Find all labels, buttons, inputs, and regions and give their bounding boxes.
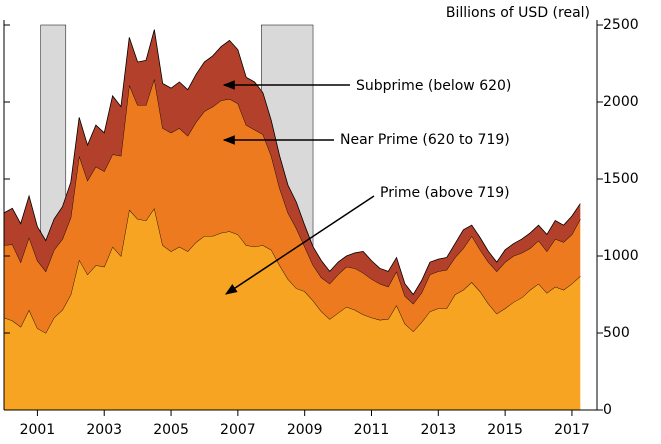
area [4, 29, 581, 304]
x-tick-label: 2013 [420, 422, 456, 438]
area [4, 78, 581, 334]
y-tick-label: 2500 [603, 17, 639, 33]
plot-area [3, 24, 581, 411]
annotation: Near Prime (620 to 719) [340, 132, 510, 148]
x-tick-label: 2005 [153, 422, 189, 438]
x-tick-label: 2017 [554, 422, 590, 438]
y-axis-label: Billions of USD (real) [446, 5, 590, 21]
arrow [224, 195, 375, 295]
y-tick-label: 0 [603, 402, 612, 418]
x-tick-label: 2015 [487, 422, 523, 438]
x-tick-label: 2003 [86, 422, 122, 438]
x-tick-label: 2011 [354, 422, 390, 438]
annotation: Subprime (below 620) [356, 78, 511, 94]
x-tick-label: 2009 [287, 422, 323, 438]
annotation: Prime (above 719) [380, 185, 510, 201]
y-tick-label: 2000 [603, 94, 639, 110]
x-tick-label: 2007 [220, 422, 256, 438]
area-outline [3, 29, 581, 296]
y-tick-label: 500 [603, 325, 630, 341]
y-tick-label: 1000 [603, 248, 639, 264]
x-tick-label: 2001 [20, 422, 56, 438]
area [4, 208, 581, 410]
y-tick-label: 1500 [603, 171, 639, 187]
